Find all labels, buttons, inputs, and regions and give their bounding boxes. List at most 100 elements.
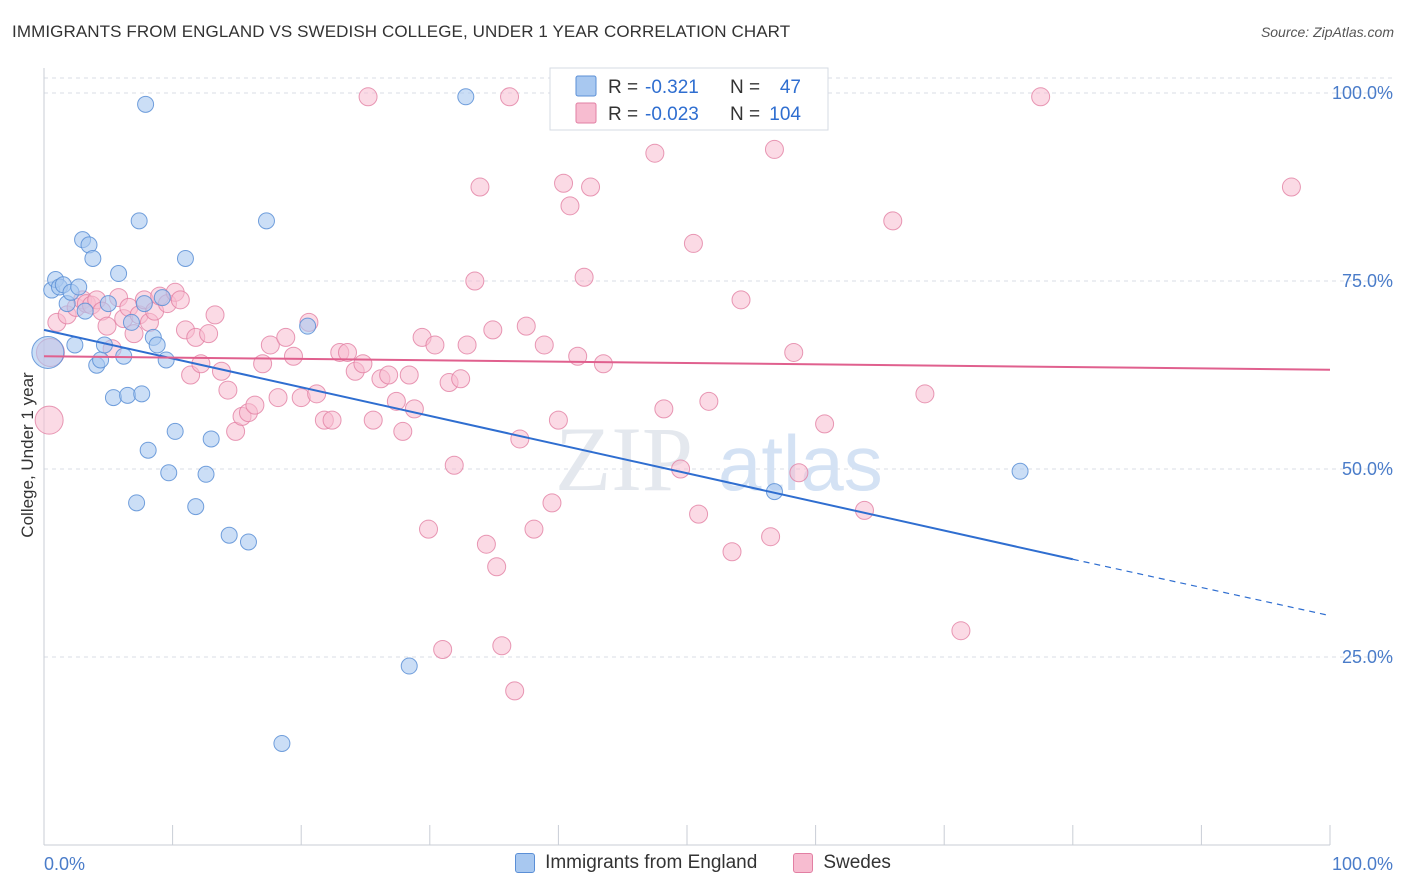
england-point	[457, 88, 475, 106]
england-point	[133, 385, 151, 403]
england-point	[70, 278, 88, 296]
england-point	[239, 533, 257, 551]
swedes-point	[883, 211, 903, 231]
swedes-point	[492, 636, 512, 656]
england-point	[1011, 462, 1029, 480]
swedes-point	[699, 391, 719, 411]
swedes-point	[283, 346, 303, 366]
swedes-point	[245, 395, 265, 415]
england-point	[153, 289, 171, 307]
swedes-point	[683, 233, 703, 253]
swedes-point	[731, 290, 751, 310]
swedes-point	[34, 405, 64, 435]
y-axis-title: College, Under 1 year	[18, 372, 37, 538]
swedes-point	[722, 542, 742, 562]
england-point	[122, 313, 140, 331]
swedes-point	[951, 621, 971, 641]
england-point	[128, 494, 146, 512]
england-point	[130, 212, 148, 230]
swedes-point	[393, 421, 413, 441]
swedes-point	[170, 290, 190, 310]
y-tick-label: 75.0%	[1342, 271, 1393, 291]
legend-label-swedes: Swedes	[823, 852, 891, 873]
england-point	[137, 95, 155, 113]
legend-swatch-pink	[575, 102, 597, 124]
swedes-point	[764, 139, 784, 159]
england-point	[197, 465, 215, 483]
y-tick-label: 50.0%	[1342, 459, 1393, 479]
england-point	[299, 317, 317, 335]
legend-label-england: Immigrants from England	[545, 852, 758, 873]
swedes-point	[574, 267, 594, 287]
swedes-point	[915, 384, 935, 404]
legend-swatch-blue	[575, 75, 597, 97]
england-point	[160, 464, 178, 482]
legend-r-value-blue: -0.321	[645, 77, 699, 98]
england-point	[400, 657, 418, 675]
swedes-point	[548, 410, 568, 430]
swedes-point	[353, 354, 373, 374]
swedes-point	[789, 463, 809, 483]
y-tick-labels: 25.0% 50.0% 75.0% 100.0%	[1332, 83, 1393, 667]
swedes-point	[815, 414, 835, 434]
swedes-point	[554, 173, 574, 193]
swedes-point	[276, 327, 296, 347]
legend-item-england: Immigrants from England	[515, 852, 757, 874]
swedes-point	[425, 335, 445, 355]
england-point	[99, 295, 117, 313]
england-trend-line	[43, 328, 1074, 561]
swedes-point	[654, 399, 674, 419]
england-point	[257, 212, 275, 230]
swedes-point	[268, 388, 288, 408]
swedes-point	[505, 681, 525, 701]
england-point	[166, 422, 184, 440]
swedes-point	[404, 399, 424, 419]
legend-swatch-england	[515, 853, 536, 873]
swedes-point	[218, 380, 238, 400]
swedes-point	[500, 87, 520, 107]
swedes-point	[516, 316, 536, 336]
swedes-trend-line	[43, 355, 1331, 371]
swedes-point	[451, 369, 471, 389]
england-point	[135, 295, 153, 313]
england-point	[148, 336, 166, 354]
swedes-point	[465, 271, 485, 291]
legend-n-value-pink: 104	[769, 104, 801, 125]
swedes-point	[1031, 87, 1051, 107]
swedes-point	[671, 459, 691, 479]
swedes-point	[487, 557, 507, 577]
swedes-point	[542, 493, 562, 513]
swedes-point	[444, 455, 464, 475]
swedes-point	[476, 534, 496, 554]
swedes-point	[199, 324, 219, 344]
swedes-point	[337, 342, 357, 362]
swedes-point	[322, 410, 342, 430]
watermark-atlas: atlas	[718, 419, 883, 507]
legend-n-value-blue: 47	[780, 77, 801, 98]
legend-swatch-swedes	[793, 853, 814, 873]
swedes-point	[433, 639, 453, 659]
series-swedes-points	[34, 87, 1301, 701]
legend-item-swedes: Swedes	[793, 852, 891, 874]
england-point	[31, 335, 65, 369]
england-point	[139, 441, 157, 459]
legend-n-label-pink: N =	[730, 104, 760, 125]
swedes-point	[457, 335, 477, 355]
england-point	[157, 351, 175, 369]
england-point	[176, 249, 194, 267]
england-point	[66, 336, 84, 354]
y-tick-label: 100.0%	[1332, 83, 1393, 103]
legend-r-value-pink: -0.023	[645, 104, 699, 125]
swedes-point	[689, 504, 709, 524]
swedes-point	[483, 320, 503, 340]
swedes-point	[399, 365, 419, 385]
england-point	[187, 498, 205, 516]
legend-r-label-blue: R =	[608, 77, 638, 98]
swedes-point	[419, 519, 439, 539]
england-point	[92, 351, 110, 369]
england-point	[76, 302, 94, 320]
swedes-point	[470, 177, 490, 197]
england-point	[110, 265, 128, 283]
swedes-point	[1281, 177, 1301, 197]
